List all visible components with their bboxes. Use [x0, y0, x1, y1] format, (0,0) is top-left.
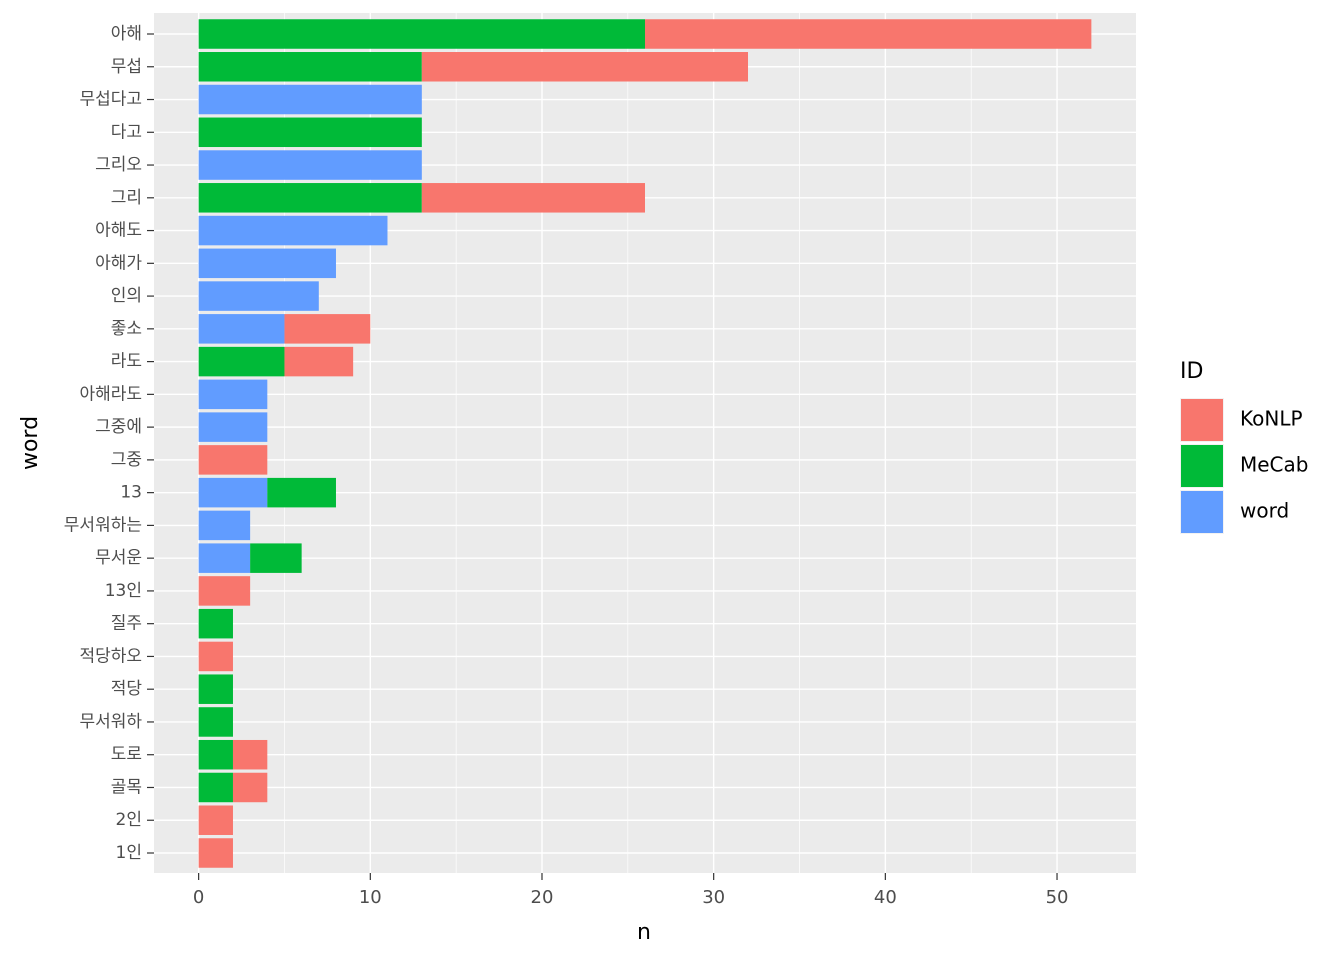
y-tick-label: 질주: [111, 614, 142, 634]
bar-segment: [198, 412, 268, 442]
x-tick-label: 30: [702, 887, 725, 908]
y-tick-label: 무서워하는: [64, 515, 142, 535]
bar-segment: [198, 707, 233, 737]
bar-segment: [284, 346, 354, 377]
y-tick-label: 그중에: [95, 417, 142, 437]
y-tick-label: 무섭다고: [79, 90, 142, 110]
bar-segment: [250, 543, 302, 573]
bar-segment: [198, 445, 268, 475]
bar-segment: [198, 183, 422, 213]
bar-segment: [198, 117, 422, 148]
bar-segment: [198, 314, 285, 344]
bar-segment: [198, 52, 422, 82]
y-axis-title: word: [18, 416, 43, 470]
bar-segment: [198, 608, 233, 639]
bar-segment: [198, 346, 285, 377]
x-axis-title: n: [637, 920, 651, 945]
legend-label: KoNLP: [1240, 407, 1303, 431]
legend-swatch: [1181, 491, 1223, 533]
legend-swatch: [1181, 399, 1223, 441]
y-tick-label: 1인: [116, 843, 142, 863]
y-tick-label: 아해도: [95, 221, 142, 241]
legend-title: ID: [1180, 359, 1203, 384]
bar-segment: [267, 477, 336, 508]
y-tick-label: 라도: [111, 352, 142, 372]
bar-segment: [198, 576, 251, 606]
y-tick-label: 그리오: [95, 155, 142, 175]
legend-label: word: [1240, 499, 1289, 523]
bar-segment: [421, 52, 749, 82]
y-tick-label: 도로: [111, 745, 142, 765]
y-tick-label: 좋소: [111, 319, 142, 339]
y-tick-label: 그중: [111, 450, 142, 470]
y-tick-label: 적당하오: [79, 646, 142, 666]
y-tick-label: 다고: [111, 122, 142, 142]
bar-segment: [198, 477, 268, 508]
y-tick-label: 무섭: [111, 57, 142, 77]
x-tick-label: 20: [531, 887, 554, 908]
x-tick-label: 50: [1046, 887, 1069, 908]
bar-segment: [198, 248, 336, 279]
legend: ID KoNLP MeCab word: [1180, 359, 1308, 534]
y-tick-label: 무서운: [95, 548, 142, 568]
bar-segment: [198, 543, 251, 573]
major-gridlines: [154, 13, 1136, 873]
x-axis: 0 10 20 30 40 50: [193, 873, 1069, 908]
y-tick-label: 2인: [116, 810, 142, 830]
bar-segment: [198, 84, 422, 115]
bar-segment: [198, 379, 268, 410]
legend-swatch: [1181, 445, 1223, 487]
bar-segment: [198, 674, 233, 704]
bar-segment: [198, 739, 233, 770]
y-tick-label: 인의: [111, 286, 142, 306]
y-tick-label: 적당: [111, 679, 143, 699]
bar-segment: [284, 314, 371, 344]
bar-segment: [198, 150, 422, 180]
bar-segment: [198, 805, 233, 835]
y-tick-label: 골목: [111, 777, 142, 797]
y-tick-label: 13: [120, 483, 142, 503]
bar-segment: [198, 19, 646, 49]
y-tick-label: 무서워하: [79, 712, 142, 732]
bar-segment: [645, 19, 1092, 49]
bar-segment: [232, 772, 268, 803]
bar-segment: [198, 510, 251, 541]
y-tick-label: 아해: [111, 24, 142, 44]
y-tick-label: 아해라도: [79, 384, 142, 404]
bar-segment: [198, 772, 233, 803]
x-tick-label: 40: [874, 887, 897, 908]
bar-segment: [198, 641, 233, 672]
y-tick-label: 그리: [111, 188, 142, 208]
y-tick-label: 13인: [105, 581, 142, 601]
bar-segment: [421, 183, 645, 213]
legend-label: MeCab: [1240, 453, 1308, 477]
x-tick-label: 10: [359, 887, 382, 908]
bar-segment: [198, 215, 388, 246]
y-tick-label: 아해가: [95, 253, 142, 273]
bar-segment: [198, 838, 233, 868]
bar-segment: [198, 281, 319, 311]
bars: [198, 19, 1092, 868]
x-tick-label: 0: [193, 887, 204, 908]
bar-segment: [232, 739, 268, 770]
